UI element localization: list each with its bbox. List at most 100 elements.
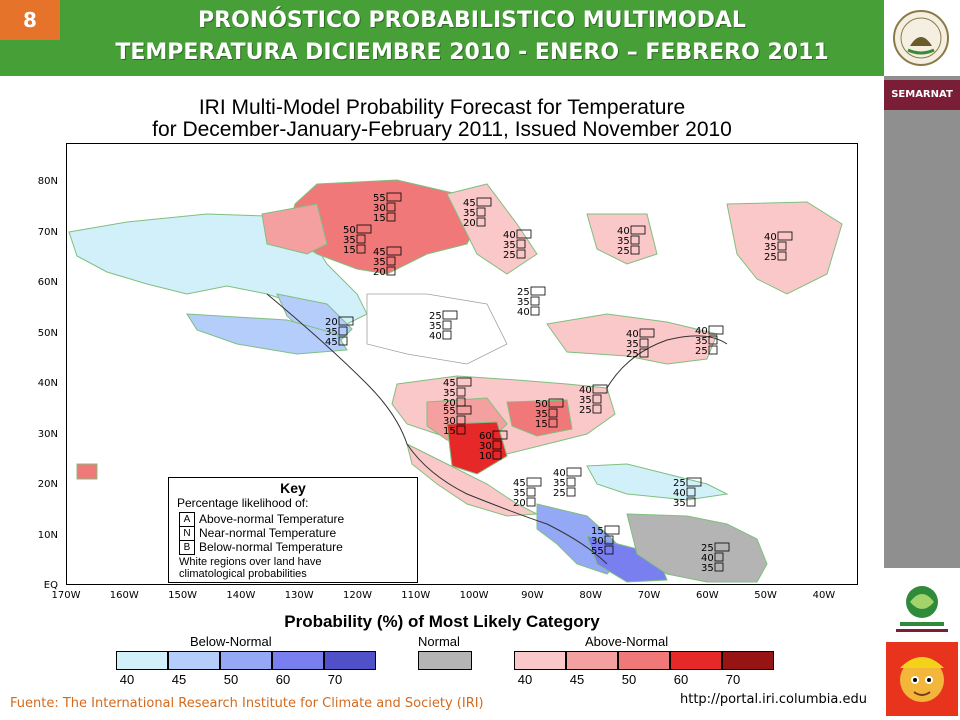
longitude-label: 100W	[459, 590, 489, 601]
forecast-bar	[592, 384, 608, 394]
forecast-value: 45	[463, 198, 476, 209]
key-letter: B	[179, 540, 195, 556]
latitude-label: 30N	[37, 428, 58, 440]
forecast-value: 40	[579, 385, 592, 396]
forecast-value: 25	[553, 488, 566, 499]
latitude-label: 40N	[37, 378, 58, 389]
region-above-hawaii	[76, 463, 98, 480]
forecast-bar	[708, 325, 724, 335]
map-key: Key Percentage likelihood of: A Above-nor…	[168, 477, 418, 583]
forecast-bar	[356, 244, 366, 254]
forecast-map: 55 30 15 45 35 20 50 35 15 45 35 20 40 35 25 40 35 25 40 35…	[66, 143, 858, 585]
forecast-bar	[356, 224, 372, 234]
forecast-value: 10	[479, 451, 492, 462]
forecast-value: 35	[617, 236, 630, 247]
latitude-label: 80N	[37, 176, 58, 187]
forecast-bar	[526, 487, 536, 497]
forecast-value: 55	[591, 546, 604, 557]
forecast-value: 20	[325, 317, 338, 328]
forecast-bar	[442, 330, 452, 340]
forecast-value: 25	[617, 246, 630, 257]
forecast-bar	[639, 348, 649, 358]
forecast-bar	[714, 552, 724, 562]
forecast-bar	[777, 241, 787, 251]
forecast-value: 25	[764, 252, 777, 263]
forecast-bar	[714, 562, 724, 572]
forecast-value: 45	[513, 478, 526, 489]
latitude-label: 10N	[37, 529, 58, 541]
forecast-bar	[442, 310, 458, 320]
legend-above-label: Above-Normal	[585, 634, 669, 649]
key-note: White regions over land have climatologi…	[179, 556, 321, 580]
forecast-value: 40	[701, 553, 714, 564]
longitude-label: 60W	[695, 590, 719, 601]
forecast-bar	[777, 231, 793, 241]
key-title: Key	[280, 480, 306, 496]
forecast-bar	[548, 408, 558, 418]
source-url[interactable]: http://portal.iri.columbia.edu	[680, 692, 867, 707]
forecast-value: 40	[429, 331, 442, 342]
forecast-value: 40	[764, 232, 777, 243]
forecast-bar	[492, 440, 502, 450]
forecast-value: 35	[443, 388, 456, 399]
legend-tick-label: 40	[119, 672, 135, 687]
forecast-value: 25	[579, 405, 592, 416]
region-below-caribbean	[586, 463, 729, 501]
forecast-value: 35	[701, 563, 714, 574]
forecast-bar	[548, 418, 558, 428]
longitude-label: 130W	[284, 590, 314, 601]
latitude-label: 60N	[37, 277, 58, 288]
forecast-bar	[386, 266, 396, 276]
forecast-bar	[456, 415, 466, 425]
legend-tick-label: 70	[725, 672, 741, 687]
forecast-value: 60	[479, 431, 492, 442]
forecast-bar	[604, 525, 620, 535]
legend-swatch-above	[722, 651, 774, 670]
forecast-bar	[526, 477, 542, 487]
legend-tick-label: 45	[569, 672, 585, 687]
coastline-east	[606, 335, 728, 389]
region-above-arctic-west	[261, 203, 328, 255]
forecast-value: 20	[373, 267, 386, 278]
longitude-label: 70W	[637, 590, 661, 601]
forecast-bar	[492, 450, 502, 460]
forecast-bar	[456, 387, 466, 397]
forecast-bar	[548, 398, 564, 408]
forecast-value: 25	[429, 311, 442, 322]
legend-tick-label: 45	[171, 672, 187, 687]
sidebar-panel	[884, 76, 960, 568]
forecast-bar	[386, 212, 396, 222]
legend-tick-label: 50	[223, 672, 239, 687]
forecast-bar	[592, 394, 602, 404]
forecast-value: 40	[673, 488, 686, 499]
forecast-value: 35	[503, 240, 516, 251]
forecast-value: 25	[503, 250, 516, 261]
legend-swatch-below	[168, 651, 220, 670]
map-title-line2: for December-January-February 2011, Issu…	[152, 118, 732, 141]
forecast-value: 25	[673, 478, 686, 489]
region-above-texas-core	[446, 421, 508, 475]
longitude-label: 120W	[343, 590, 372, 601]
forecast-bar	[686, 477, 702, 487]
forecast-value: 35	[517, 297, 530, 308]
forecast-bar	[630, 245, 640, 255]
forecast-value: 35	[695, 336, 708, 347]
longitude-label: 170W	[51, 590, 81, 601]
region-above-baffin	[586, 213, 658, 265]
forecast-value: 20	[443, 398, 456, 409]
forecast-value: 15	[373, 213, 386, 224]
forecast-value: 50	[535, 399, 548, 410]
forecast-bar	[442, 320, 452, 330]
slide-number: 8	[0, 0, 60, 40]
region-above-greenland	[726, 201, 843, 295]
